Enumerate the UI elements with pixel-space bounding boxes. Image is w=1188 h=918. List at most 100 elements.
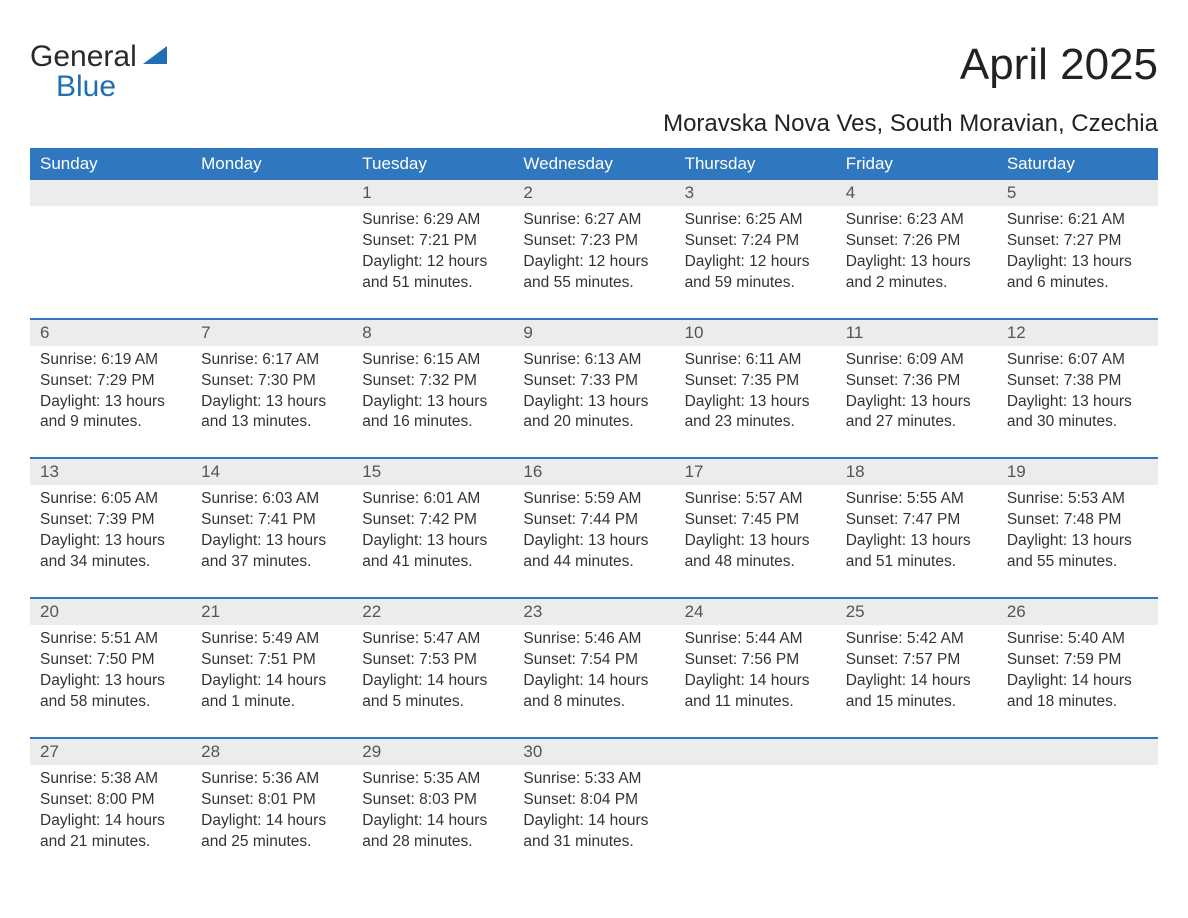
daylight1-text: Daylight: 13 hours [523, 392, 664, 413]
day-cell: Sunrise: 5:40 AMSunset: 7:59 PMDaylight:… [997, 625, 1158, 738]
daylight2-text: and 8 minutes. [523, 692, 664, 713]
brand-logo: General Blue [30, 40, 167, 104]
sunrise-text: Sunrise: 6:29 AM [362, 210, 503, 231]
sunrise-text: Sunrise: 6:13 AM [523, 350, 664, 371]
sunset-text: Sunset: 8:03 PM [362, 790, 503, 811]
daylight2-text: and 55 minutes. [523, 273, 664, 294]
sunrise-text: Sunrise: 6:19 AM [40, 350, 181, 371]
day-cell: Sunrise: 5:35 AMSunset: 8:03 PMDaylight:… [352, 765, 513, 877]
day-number: 18 [836, 459, 997, 485]
calendar-body: 12345Sunrise: 6:29 AMSunset: 7:21 PMDayl… [30, 180, 1158, 876]
day-data-row: Sunrise: 6:05 AMSunset: 7:39 PM Daylight:… [30, 485, 1158, 598]
day-number: 17 [675, 459, 836, 485]
sunrise-text: Sunrise: 5:44 AM [685, 629, 826, 650]
daylight1-text: Daylight: 14 hours [201, 671, 342, 692]
sunrise-text: Sunrise: 6:23 AM [846, 210, 987, 231]
daylight2-text: and 30 minutes. [1007, 412, 1148, 433]
daylight1-text: Daylight: 13 hours [40, 671, 181, 692]
sunset-text: Sunset: 7:45 PM [685, 510, 826, 531]
daylight2-text: and 5 minutes. [362, 692, 503, 713]
sunrise-text: Sunrise: 5:35 AM [362, 769, 503, 790]
day-number [30, 180, 191, 206]
sunrise-text: Sunrise: 6:09 AM [846, 350, 987, 371]
sunset-text: Sunset: 7:23 PM [523, 231, 664, 252]
daylight2-text: and 18 minutes. [1007, 692, 1148, 713]
day-cell [675, 765, 836, 877]
day-cell: Sunrise: 6:27 AMSunset: 7:23 PMDaylight:… [513, 206, 674, 319]
daylight2-text: and 21 minutes. [40, 832, 181, 853]
daylight1-text: Daylight: 13 hours [846, 531, 987, 552]
sunset-text: Sunset: 7:26 PM [846, 231, 987, 252]
sunrise-text: Sunrise: 6:17 AM [201, 350, 342, 371]
day-cell: Sunrise: 5:53 AMSunset: 7:48 PMDaylight:… [997, 485, 1158, 598]
sunset-text: Sunset: 7:48 PM [1007, 510, 1148, 531]
daylight1-text: Daylight: 13 hours [846, 392, 987, 413]
sunset-text: Sunset: 7:44 PM [523, 510, 664, 531]
daylight1-text: Daylight: 14 hours [362, 671, 503, 692]
daylight1-text: Daylight: 13 hours [362, 531, 503, 552]
day-cell: Sunrise: 6:01 AMSunset: 7:42 PMDaylight:… [352, 485, 513, 598]
day-data-row: Sunrise: 6:29 AMSunset: 7:21 PMDaylight:… [30, 206, 1158, 319]
daylight2-text: and 44 minutes. [523, 552, 664, 573]
day-cell: Sunrise: 5:59 AMSunset: 7:44 PMDaylight:… [513, 485, 674, 598]
day-number [675, 739, 836, 765]
daylight2-text: and 34 minutes. [40, 552, 181, 573]
daylight1-text: Daylight: 13 hours [846, 252, 987, 273]
sunset-text: Sunset: 7:53 PM [362, 650, 503, 671]
daylight1-text: Daylight: 13 hours [201, 531, 342, 552]
day-number: 11 [836, 320, 997, 346]
day-number [836, 739, 997, 765]
day-cell: Sunrise: 6:13 AMSunset: 7:33 PMDaylight:… [513, 346, 674, 459]
day-number: 4 [836, 180, 997, 206]
sunrise-text: Sunrise: 6:11 AM [685, 350, 826, 371]
calendar-header-row: SundayMondayTuesdayWednesdayThursdayFrid… [30, 148, 1158, 180]
day-number: 6 [30, 320, 191, 346]
day-number: 7 [191, 320, 352, 346]
sunset-text: Sunset: 7:57 PM [846, 650, 987, 671]
day-number: 26 [997, 599, 1158, 625]
day-number: 28 [191, 739, 352, 765]
day-number [997, 739, 1158, 765]
day-header: Monday [191, 148, 352, 180]
day-cell [30, 206, 191, 319]
daylight2-text: and 15 minutes. [846, 692, 987, 713]
sunset-text: Sunset: 7:32 PM [362, 371, 503, 392]
sunset-text: Sunset: 8:01 PM [201, 790, 342, 811]
daylight1-text: Daylight: 12 hours [685, 252, 826, 273]
day-cell: Sunrise: 5:38 AMSunset: 8:00 PMDaylight:… [30, 765, 191, 877]
daylight1-text: Daylight: 13 hours [523, 531, 664, 552]
sunset-text: Sunset: 7:59 PM [1007, 650, 1148, 671]
sunrise-text: Sunrise: 6:01 AM [362, 489, 503, 510]
day-cell [836, 765, 997, 877]
day-data-row: Sunrise: 5:51 AMSunset: 7:50 PMDaylight:… [30, 625, 1158, 738]
sunrise-text: Sunrise: 6:05 AM [40, 489, 181, 510]
daylight2-text: and 55 minutes. [1007, 552, 1148, 573]
sunset-text: Sunset: 8:00 PM [40, 790, 181, 811]
location-subtitle: Moravska Nova Ves, South Moravian, Czech… [30, 110, 1158, 138]
sunrise-text: Sunrise: 6:25 AM [685, 210, 826, 231]
daylight1-text: Daylight: 13 hours [1007, 392, 1148, 413]
day-number: 21 [191, 599, 352, 625]
day-cell: Sunrise: 6:21 AMSunset: 7:27 PMDaylight:… [997, 206, 1158, 319]
daylight2-text: and 58 minutes. [40, 692, 181, 713]
daylight1-text: Daylight: 12 hours [362, 252, 503, 273]
day-cell [191, 206, 352, 319]
calendar-table: SundayMondayTuesdayWednesdayThursdayFrid… [30, 148, 1158, 876]
day-cell: Sunrise: 5:36 AMSunset: 8:01 PMDaylight:… [191, 765, 352, 877]
daylight1-text: Daylight: 13 hours [685, 531, 826, 552]
day-number-row: 20212223242526 [30, 599, 1158, 625]
day-number: 15 [352, 459, 513, 485]
sunrise-text: Sunrise: 5:59 AM [523, 489, 664, 510]
sunset-text: Sunset: 8:04 PM [523, 790, 664, 811]
daylight1-text: Daylight: 14 hours [362, 811, 503, 832]
day-cell: Sunrise: 5:33 AMSunset: 8:04 PMDaylight:… [513, 765, 674, 877]
sunset-text: Sunset: 7:39 PM [40, 510, 181, 531]
day-number-row: 13141516171819 [30, 459, 1158, 485]
daylight1-text: Daylight: 13 hours [1007, 252, 1148, 273]
sunrise-text: Sunrise: 6:21 AM [1007, 210, 1148, 231]
day-header: Thursday [675, 148, 836, 180]
daylight2-text: and 51 minutes. [846, 552, 987, 573]
day-header: Saturday [997, 148, 1158, 180]
sunrise-text: Sunrise: 5:47 AM [362, 629, 503, 650]
daylight2-text: and 25 minutes. [201, 832, 342, 853]
